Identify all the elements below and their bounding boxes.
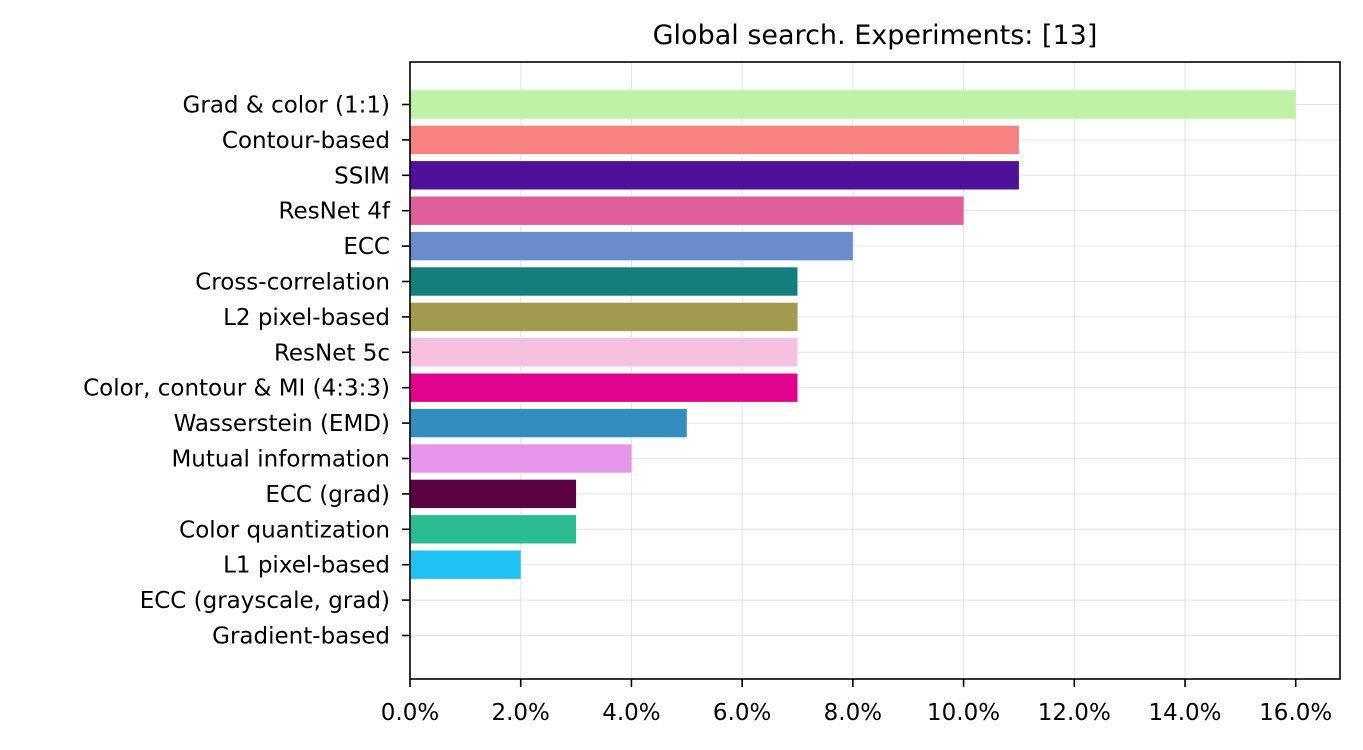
y-axis-ticks: Grad & color (1:1) Contour-based SSIM ResNe… (83, 93, 410, 650)
grid-lines (409, 62, 1340, 679)
bar (410, 338, 798, 367)
y-tick-label: Color quantization (179, 517, 390, 543)
bar (410, 550, 521, 579)
bar (410, 302, 798, 332)
y-tick-label: SSIM (334, 163, 390, 189)
bar (410, 479, 577, 509)
x-tick-label: 16.0% (1259, 700, 1332, 726)
y-tick-label: ECC (343, 234, 390, 260)
x-tick-label: 6.0% (713, 700, 771, 726)
x-tick-label: 0.0% (381, 700, 439, 726)
y-tick-label: Grad & color (1:1) (183, 93, 390, 119)
chart-title: Global search. Experiments: [13] (653, 20, 1098, 51)
bar (410, 515, 577, 544)
y-tick-label: Color, contour & MI (4:3:3) (83, 376, 390, 402)
bars (410, 90, 1296, 579)
bar (410, 90, 1296, 119)
y-tick-label: ECC (grayscale, grad) (140, 588, 390, 614)
x-tick-label: 14.0% (1148, 700, 1221, 726)
bar (410, 444, 632, 473)
y-tick-label: Wasserstein (EMD) (174, 411, 390, 437)
y-tick-label: ECC (grad) (265, 482, 390, 508)
y-tick-label: ResNet 5c (274, 340, 390, 366)
bar (410, 408, 687, 438)
y-tick-label: Mutual information (171, 447, 390, 473)
y-tick-label: L2 pixel-based (223, 305, 390, 331)
y-tick-label: ResNet 4f (279, 199, 391, 225)
y-tick-label: Cross-correlation (195, 270, 390, 296)
y-tick-label: L1 pixel-based (223, 553, 390, 579)
bar (410, 231, 853, 261)
bar (410, 373, 798, 402)
bar (410, 267, 798, 296)
plot-frame (409, 61, 1341, 680)
bar (410, 161, 1019, 190)
y-tick-label: Gradient-based (212, 624, 390, 650)
x-tick-label: 8.0% (824, 700, 882, 726)
x-tick-label: 12.0% (1038, 700, 1111, 726)
y-tick-label: Contour-based (222, 128, 390, 154)
bar (410, 125, 1019, 155)
x-tick-label: 4.0% (602, 700, 660, 726)
x-axis-ticks: 0.0% 2.0% 4.0% 6.0% 8.0% 10.0% 12.0% 14.0% 16.0% (381, 679, 1332, 726)
x-tick-label: 2.0% (491, 700, 549, 726)
x-tick-label: 10.0% (927, 700, 1000, 726)
bar (410, 196, 964, 225)
